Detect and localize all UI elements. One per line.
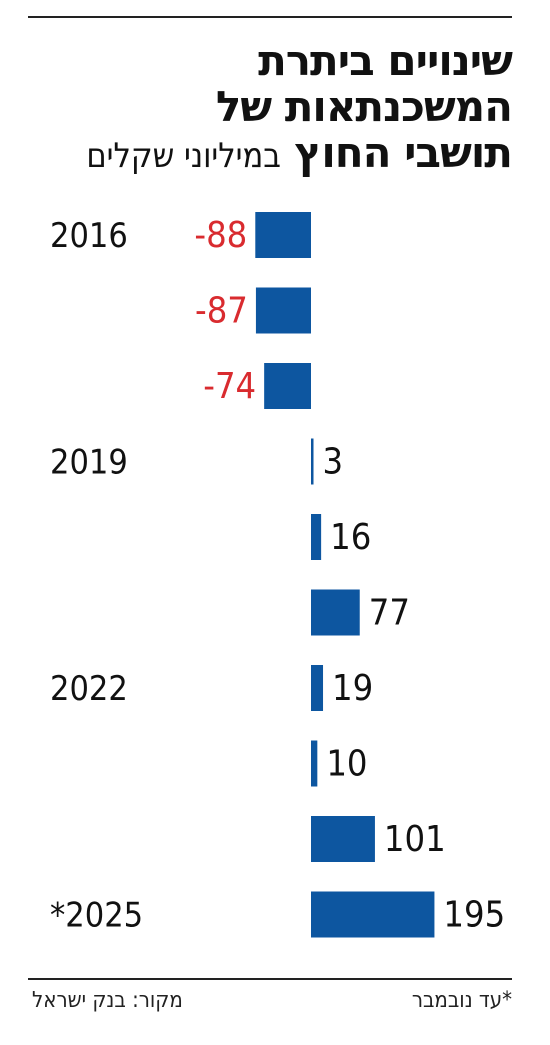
value-label: 10: [326, 744, 367, 785]
chart-subtitle: במיליוני שקלים: [86, 136, 281, 176]
value-label: -74: [203, 366, 256, 407]
title-line-2: המשכנתאות של: [215, 82, 513, 131]
bottom-rule: [28, 978, 512, 980]
footer: *עד נובמבר מקור: בנק ישראל: [28, 988, 512, 1020]
bar: [264, 363, 311, 409]
title-line-3: תושבי החוץ במיליוני שקלים: [42, 128, 513, 179]
bar: [311, 891, 435, 938]
bar: [311, 514, 322, 560]
title-line-1: שינויים ביתרת: [258, 36, 513, 85]
chart-title: שינויים ביתרת המשכנתאות של תושבי החוץ במ…: [42, 36, 513, 179]
value-label: 3: [323, 442, 344, 483]
value-label: -88: [194, 215, 247, 256]
value-label: 195: [443, 895, 505, 936]
category-label: 2019: [50, 443, 128, 483]
bar: [311, 816, 375, 862]
category-label: 2022: [50, 669, 128, 709]
source-credit: מקור: בנק ישראל: [32, 988, 183, 1013]
value-label: 101: [384, 819, 446, 860]
bar: [311, 589, 360, 636]
value-label: 16: [330, 517, 371, 558]
bar: [311, 740, 318, 787]
top-rule: [28, 16, 512, 18]
value-label: -87: [195, 291, 248, 332]
bar: [255, 212, 311, 258]
category-label: 2016: [50, 216, 128, 256]
value-label: 19: [332, 668, 373, 709]
bar: [255, 287, 311, 334]
bar: [311, 665, 324, 711]
value-label: 77: [369, 593, 410, 634]
bar-chart: -88 2016 -87 -74 3 2019 16 77 19 2022 10 101 195 *202…: [50, 212, 505, 938]
category-label: *2025: [50, 896, 143, 936]
title-line-3-text: תושבי החוץ: [294, 128, 513, 177]
bar: [311, 438, 314, 485]
footnote: *עד נובמבר: [411, 988, 512, 1013]
